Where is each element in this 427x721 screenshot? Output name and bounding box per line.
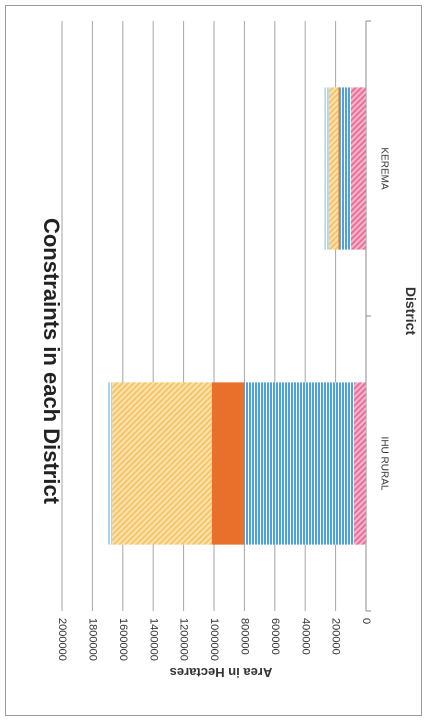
y-tick-label: 800000 (238, 618, 250, 655)
bar-segment-ihu-rural-0 (353, 382, 366, 545)
y-tick-label: 1400000 (147, 618, 159, 661)
y-tick-label: 200000 (330, 618, 342, 655)
y-tick-label: 1200000 (178, 618, 190, 661)
x-axis-label: District (403, 287, 419, 336)
bar-segment-ihu-rural-1 (244, 382, 354, 545)
bar-segment-kerema-3 (328, 87, 339, 250)
bar-segment-kerema-1 (340, 87, 351, 250)
value-axis-ticks: 0 200000 400000 600000 800000 1000000 1200000 1… (56, 618, 372, 661)
y-tick-label: 0 (360, 618, 372, 624)
y-tick-label: 400000 (299, 618, 311, 655)
category-label: IHU RURAL (378, 437, 389, 491)
category-label: KEREMA (378, 147, 389, 190)
bar-segment-kerema-0 (350, 87, 366, 250)
chart-frame: 0 200000 400000 600000 800000 1000000 1200000 1… (5, 5, 422, 716)
y-tick-label: 1800000 (86, 618, 98, 661)
y-tick-label: 1000000 (208, 618, 220, 661)
y-tick-label: 600000 (269, 618, 281, 655)
category-axis-labels: IHU RURAL KEREMA (378, 147, 389, 490)
bar-segment-kerema-2 (338, 87, 341, 250)
bar-segment-ihu-rural-3 (112, 382, 212, 545)
bar-segment-ihu-rural-2 (211, 382, 245, 545)
y-tick-label: 1600000 (117, 618, 129, 661)
bar-segment-ihu-rural-4 (107, 382, 113, 545)
chart-title: Constraints in each District (39, 218, 64, 505)
bar-segment-kerema-4 (324, 87, 329, 250)
y-axis-label: Area in Hectares (170, 665, 273, 680)
chart-canvas: 0 200000 400000 600000 800000 1000000 1200000 1… (39, 20, 419, 680)
y-tick-label: 2000000 (56, 618, 68, 661)
bars (107, 87, 366, 545)
